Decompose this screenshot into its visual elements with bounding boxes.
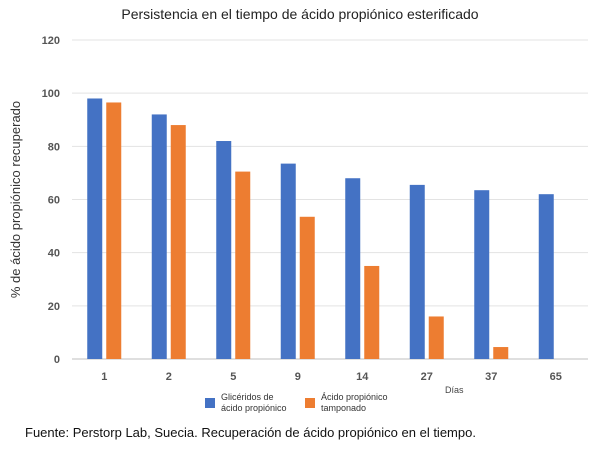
x-tick-label: 37 — [485, 371, 497, 383]
y-tick-label: 100 — [42, 88, 60, 100]
legend-label: Ácido propiónico — [321, 392, 388, 402]
y-tick-label: 120 — [42, 35, 60, 47]
bar-tamponado-dia-2 — [170, 125, 186, 359]
bar-chart: 0 20 40 60 80 100 120 % de ácido propiónico rec… — [8, 35, 588, 413]
y-tick-label: 60 — [48, 195, 60, 207]
bar-gliceridos-dia-2 — [151, 114, 167, 359]
x-axis-label: Días — [445, 385, 464, 395]
y-tick-label: 80 — [48, 141, 60, 153]
y-tick-label: 20 — [48, 301, 60, 313]
bar-gliceridos-dia-14 — [345, 178, 361, 359]
x-tick-label: 1 — [101, 371, 107, 383]
bar-gliceridos-dia-9 — [280, 163, 296, 359]
chart-title: Persistencia en el tiempo de ácido propi… — [121, 6, 479, 22]
bar-tamponado-dia-9 — [299, 216, 315, 359]
y-tick-label: 40 — [48, 248, 60, 260]
legend-label: ácido propiónico — [221, 403, 287, 413]
legend-swatch-gliceridos — [205, 398, 215, 408]
bar-tamponado-dia-1 — [106, 102, 122, 360]
bar-gliceridos-dia-65 — [538, 194, 554, 359]
y-axis-label: % de ácido propiónico recuperado — [8, 101, 23, 298]
legend-label: tamponado — [321, 403, 366, 413]
x-tick-label: 5 — [230, 371, 236, 383]
bar-tamponado-dia-37 — [493, 347, 509, 359]
bar-tamponado-dia-27 — [428, 316, 444, 359]
bar-gliceridos-dia-27 — [409, 184, 425, 359]
x-tick-label: 2 — [166, 371, 172, 383]
x-tick-label: 9 — [295, 371, 301, 383]
legend-swatch-tamponado — [305, 398, 315, 408]
bar-gliceridos-dia-37 — [474, 190, 490, 359]
bar-gliceridos-dia-1 — [87, 98, 103, 359]
bar-tamponado-dia-14 — [364, 265, 380, 359]
x-tick-label: 65 — [550, 371, 562, 383]
source-note: Fuente: Perstorp Lab, Suecia. Recuperaci… — [25, 425, 476, 440]
x-tick-label: 27 — [421, 371, 433, 383]
legend-label: Glicéridos de — [221, 392, 274, 402]
x-tick-label: 14 — [356, 371, 369, 383]
bar-gliceridos-dia-5 — [216, 141, 232, 359]
y-tick-label: 0 — [54, 354, 60, 366]
bar-tamponado-dia-5 — [235, 171, 251, 359]
